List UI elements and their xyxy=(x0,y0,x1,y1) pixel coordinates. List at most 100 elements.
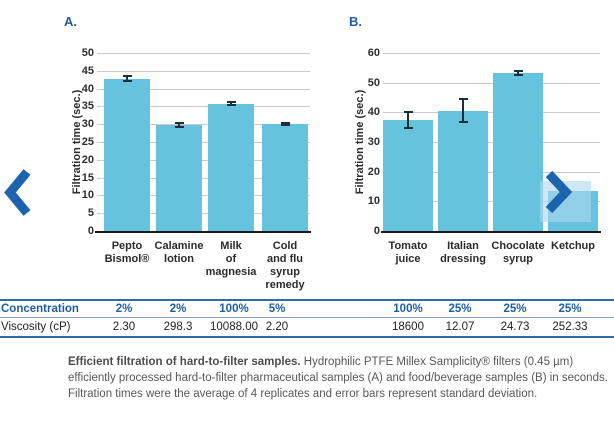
gridline xyxy=(383,82,600,84)
y-tick-label: 45 xyxy=(81,64,94,77)
bar xyxy=(262,123,308,231)
y-tick-label: 40 xyxy=(81,82,94,95)
y-tick-label: 10 xyxy=(81,189,94,202)
table-cell: 100% xyxy=(219,303,249,315)
table-row-label-viscosity: Viscosity (cP) xyxy=(1,321,71,333)
y-tick-label: 50 xyxy=(81,47,94,59)
y-tick-label: 25 xyxy=(81,136,94,148)
caption-bold-lead: Efficient filtration of hard-to-filter s… xyxy=(68,356,301,368)
error-bar xyxy=(230,102,232,105)
gridline xyxy=(383,112,600,114)
error-bar-cap xyxy=(226,101,236,104)
error-bar xyxy=(517,70,519,76)
gridline xyxy=(97,70,310,72)
table-top-border xyxy=(0,299,614,301)
y-tick-label: 30 xyxy=(367,136,380,148)
gridline xyxy=(383,53,600,54)
bar xyxy=(104,78,150,231)
table-cell: 25% xyxy=(448,303,472,315)
y-tick-label: 20 xyxy=(367,165,380,178)
error-bar-cap xyxy=(174,126,184,129)
y-axis-title: Filtration time (sec.) xyxy=(354,89,366,195)
error-bar-cap xyxy=(513,74,523,77)
table-cell: 24.73 xyxy=(500,321,530,333)
gridline xyxy=(383,142,600,143)
x-axis-line xyxy=(95,231,311,233)
x-category-label: Cold and flu syrup remedy xyxy=(265,240,305,291)
table-cell: 25% xyxy=(503,303,527,315)
error-bar xyxy=(462,99,464,122)
table-cell: 25% xyxy=(558,303,582,315)
y-tick-label: 20 xyxy=(81,153,94,166)
error-bar-cap xyxy=(174,121,184,124)
x-category-label: Pepto Bismol® xyxy=(104,240,150,265)
gridline xyxy=(97,53,310,54)
panel-a-label: A. xyxy=(64,14,77,29)
y-tick-label: 60 xyxy=(367,47,380,59)
y-tick-label: 50 xyxy=(367,76,380,89)
x-category-label: Calamine lotion xyxy=(154,240,204,265)
gridline xyxy=(97,124,310,126)
table-row-label-concentration: Concentration xyxy=(1,303,79,315)
table-mid-border xyxy=(0,317,614,318)
x-category-label: Italian dressing xyxy=(440,240,486,265)
next-slide-button[interactable] xyxy=(543,169,573,215)
y-tick-label: 15 xyxy=(81,171,94,184)
error-bar xyxy=(407,112,409,129)
table-bottom-border xyxy=(0,336,614,338)
gridline xyxy=(97,195,310,197)
bar xyxy=(493,72,543,231)
error-bar-cap xyxy=(122,74,132,77)
chevron-left-icon xyxy=(3,169,33,221)
error-bar-cap xyxy=(226,103,236,106)
x-category-label: Chocolate syrup xyxy=(491,240,545,265)
error-bar-cap xyxy=(122,80,132,83)
y-tick-label: 0 xyxy=(87,225,94,237)
y-tick-label: 0 xyxy=(373,225,380,237)
error-bar-cap xyxy=(280,123,290,126)
chevron-right-icon xyxy=(543,170,573,218)
error-bar-cap xyxy=(403,127,413,130)
error-bar-cap xyxy=(403,111,413,114)
error-bar xyxy=(126,75,128,82)
y-tick-label: 30 xyxy=(81,118,94,131)
y-tick-label: 5 xyxy=(87,207,94,220)
x-category-label: Ketchup xyxy=(551,240,595,252)
table-cell: 252.33 xyxy=(552,321,588,333)
table-cell: 2.30 xyxy=(112,321,136,333)
table-cell: 2% xyxy=(169,303,187,315)
table-cell: 2.20 xyxy=(265,321,289,333)
gridline xyxy=(383,201,600,203)
table-cell: 18600 xyxy=(392,321,424,333)
gridline xyxy=(97,159,310,161)
y-tick-label: 35 xyxy=(81,100,94,113)
table-cell: 10088.00 xyxy=(210,321,258,333)
x-category-label: Milk of magnesia xyxy=(205,240,257,278)
table-cell: 5% xyxy=(268,303,286,315)
bar xyxy=(438,110,488,231)
y-tick-label: 10 xyxy=(367,195,380,208)
caption-body: Hydrophilic PTFE Millex Samplicity® filt… xyxy=(68,356,608,400)
error-bar-cap xyxy=(458,98,468,101)
gridline xyxy=(97,88,310,90)
bar xyxy=(208,103,254,231)
y-tick-label: 40 xyxy=(367,106,380,119)
error-bar-cap xyxy=(513,69,523,72)
figure-caption: Efficient filtration of hard-to-filter s… xyxy=(68,354,614,402)
error-bar-cap xyxy=(280,122,290,125)
y-axis-title: Filtration time (sec.) xyxy=(71,89,83,195)
bar xyxy=(383,120,433,231)
panel-b-label: B. xyxy=(349,14,362,29)
gridline xyxy=(383,171,600,173)
previous-slide-button[interactable] xyxy=(3,167,33,218)
error-bar-cap xyxy=(458,120,468,123)
gridline xyxy=(97,177,310,179)
table-cell: 298.3 xyxy=(163,321,193,333)
table-cell: 12.07 xyxy=(445,321,475,333)
gridline xyxy=(97,106,310,108)
x-axis-line xyxy=(381,231,601,233)
x-category-label: Tomato juice xyxy=(388,240,428,265)
table-cell: 100% xyxy=(393,303,423,315)
table-cell: 2% xyxy=(115,303,133,315)
